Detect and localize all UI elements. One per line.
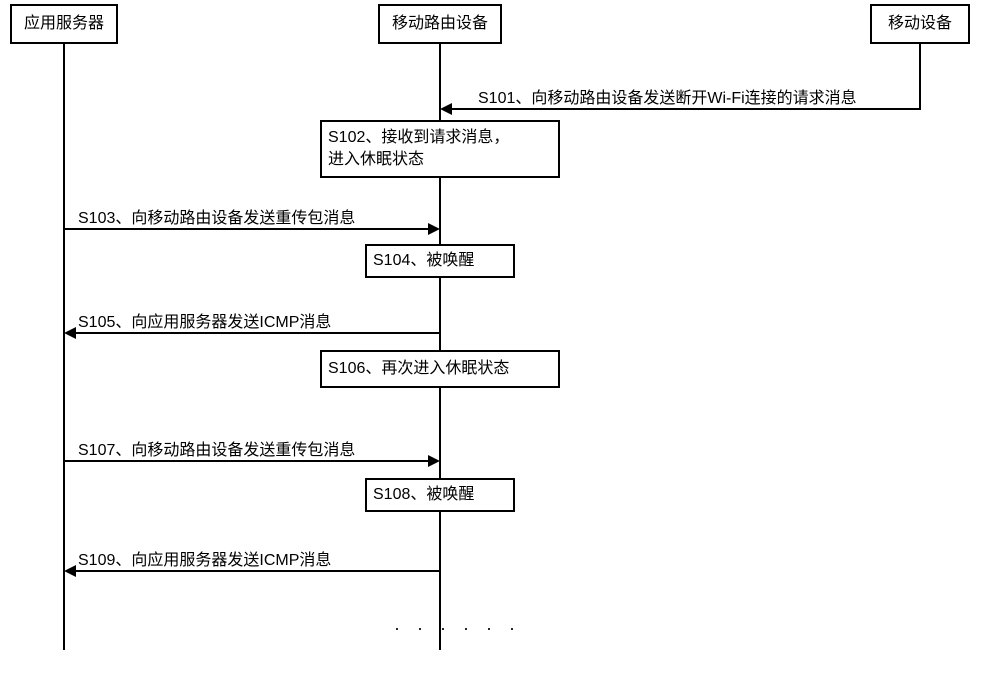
step-s102: S102、接收到请求消息， 进入休眠状态 (320, 120, 560, 178)
msg-s101-arrow (440, 103, 452, 115)
lifeline-router-3 (439, 278, 441, 350)
step-s106-label: S106、再次进入休眠状态 (328, 358, 509, 380)
lifeline-mobile (919, 44, 921, 110)
lifeline-app-server (63, 44, 65, 650)
msg-s105-label: S105、向应用服务器发送ICMP消息 (78, 308, 331, 332)
actor-router-label: 移动路由设备 (392, 13, 488, 35)
step-s104-label: S104、被唤醒 (373, 250, 474, 272)
msg-s109-label: S109、向应用服务器发送ICMP消息 (78, 546, 331, 570)
msg-s107-line (65, 460, 429, 462)
msg-s101-line (451, 108, 920, 110)
msg-s101-label: S101、向移动路由设备发送断开Wi-Fi连接的请求消息 (478, 84, 857, 108)
step-s108-label: S108、被唤醒 (373, 484, 474, 506)
actor-router: 移动路由设备 (378, 4, 502, 44)
msg-s103-arrow (428, 223, 440, 235)
sequence-diagram: 应用服务器 移动路由设备 移动设备 S101、向移动路由设备发送断开Wi-Fi连… (0, 0, 1000, 680)
msg-s103-line (65, 228, 429, 230)
msg-s105-line (76, 332, 440, 334)
actor-app-server-label: 应用服务器 (24, 13, 104, 35)
msg-s107-label: S107、向移动路由设备发送重传包消息 (78, 436, 355, 460)
msg-s107-arrow (428, 455, 440, 467)
actor-app-server: 应用服务器 (10, 4, 118, 44)
continuation-dots: · · · · · · (394, 618, 521, 639)
step-s104: S104、被唤醒 (365, 244, 515, 278)
msg-s109-arrow (64, 565, 76, 577)
msg-s105-arrow (64, 327, 76, 339)
actor-mobile-label: 移动设备 (888, 13, 952, 35)
actor-mobile: 移动设备 (870, 4, 970, 44)
step-s108: S108、被唤醒 (365, 478, 515, 512)
msg-s103-label: S103、向移动路由设备发送重传包消息 (78, 204, 355, 228)
step-s102-label: S102、接收到请求消息， 进入休眠状态 (328, 127, 509, 170)
msg-s109-line (76, 570, 440, 572)
step-s106: S106、再次进入休眠状态 (320, 350, 560, 388)
